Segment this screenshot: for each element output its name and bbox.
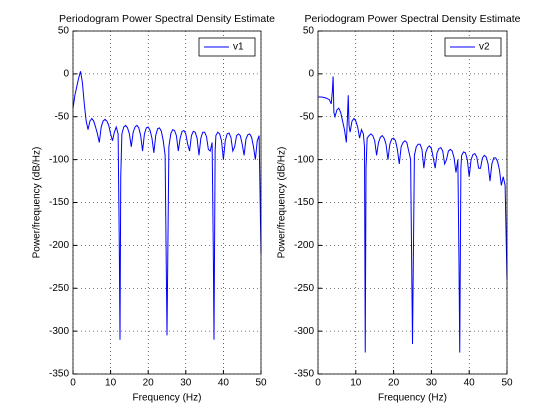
legend-label: v1 (233, 42, 244, 53)
chart-title: Periodogram Power Spectral Density Estim… (59, 13, 275, 25)
y-axis-label: Power/frequency (dB/Hz) (277, 147, 288, 259)
x-tick-label: 10 (350, 378, 362, 389)
data-line (318, 76, 508, 353)
x-tick-label: 20 (388, 378, 400, 389)
axes-frame (317, 30, 508, 375)
y-tick-label: -150 (49, 197, 69, 208)
y-tick-label: -150 (294, 197, 314, 208)
y-tick-label: -100 (49, 154, 69, 165)
y-tick-label: 0 (63, 69, 69, 80)
data-line (72, 71, 262, 340)
y-tick-label: -350 (49, 369, 69, 380)
x-axis-label: Frequency (Hz) (133, 393, 202, 404)
x-tick-label: 40 (464, 378, 476, 389)
y-axis-label: Power/frequency (dB/Hz) (32, 147, 43, 259)
x-tick-label: 10 (105, 378, 117, 389)
y-tick-label: -100 (294, 154, 314, 165)
x-tick-label: 50 (255, 378, 267, 389)
y-tick-label: -200 (294, 240, 314, 251)
y-tick-label: -350 (294, 369, 314, 380)
x-tick-label: 50 (501, 378, 513, 389)
x-tick-label: 0 (315, 378, 321, 389)
chart-title: Periodogram Power Spectral Density Estim… (305, 13, 521, 25)
x-tick-label: 30 (426, 378, 438, 389)
y-tick-label: -50 (300, 111, 315, 122)
y-tick-label: 50 (58, 26, 70, 37)
y-tick-label: -300 (49, 326, 69, 337)
y-tick-label: -200 (49, 240, 69, 251)
y-tick-label: -250 (294, 283, 314, 294)
x-tick-label: 20 (143, 378, 155, 389)
x-tick-label: 0 (70, 378, 76, 389)
y-tick-label: -50 (55, 111, 70, 122)
x-axis-label: Frequency (Hz) (378, 393, 447, 404)
x-tick-label: 30 (180, 378, 192, 389)
x-tick-label: 40 (218, 378, 230, 389)
y-tick-label: -300 (294, 326, 314, 337)
y-tick-label: 0 (308, 69, 314, 80)
axes-frame (72, 30, 262, 375)
y-tick-label: -250 (49, 283, 69, 294)
y-tick-label: 50 (303, 26, 315, 37)
legend-label: v2 (479, 42, 490, 53)
